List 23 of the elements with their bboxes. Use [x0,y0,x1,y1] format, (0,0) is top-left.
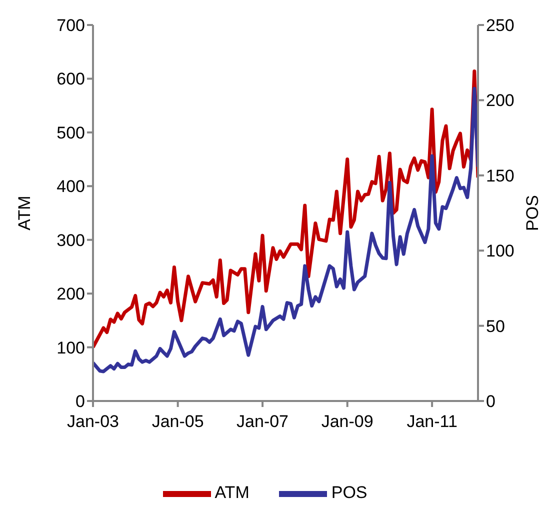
y2-tick-label: 250 [486,16,514,36]
x-tick-label: Jan-07 [236,412,289,432]
y-tick-label: 200 [56,284,85,304]
y-tick-label: 500 [56,123,85,142]
x-tick-label: Jan-11 [406,412,458,432]
x-tick-label: Jan-09 [321,412,374,432]
y2-tick-label: 0 [486,392,496,412]
y-tick-label: 400 [56,177,85,196]
y-tick-label: 700 [56,16,85,36]
legend-label: POS [331,483,368,502]
x-tick-label: Jan-05 [152,412,204,432]
x-tick-label: Jan-03 [67,412,119,432]
y2-tick-label: 50 [486,316,505,336]
y-tick-label: 100 [56,338,85,358]
y-axis-title: ATM [15,196,34,230]
legend-label: ATM [214,483,250,502]
y-tick-label: 300 [56,230,85,250]
y-tick-label: 0 [76,392,85,412]
y2-tick-label: 200 [486,91,514,110]
y2-axis-title: POS [523,195,542,231]
y2-tick-label: 150 [486,166,514,186]
y-tick-label: 600 [56,70,85,89]
y2-tick-label: 100 [486,242,514,261]
